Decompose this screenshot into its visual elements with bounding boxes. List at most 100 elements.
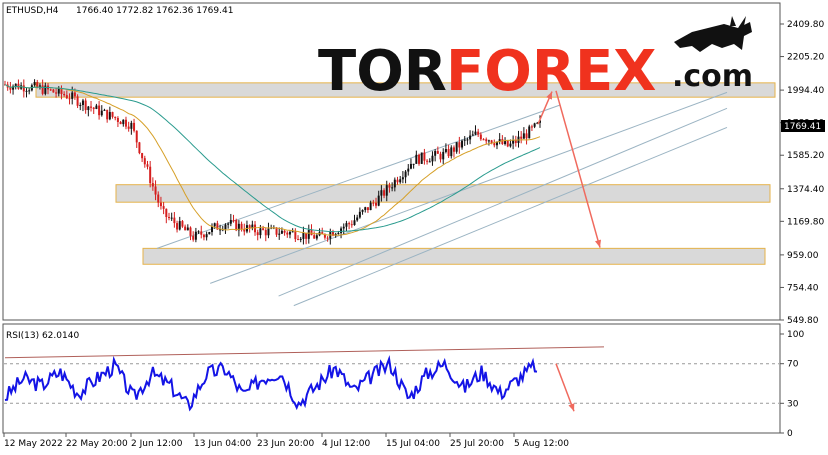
candle-body xyxy=(291,231,294,233)
candle-body xyxy=(178,221,181,230)
candle-body xyxy=(375,202,378,206)
candle-body xyxy=(286,232,289,235)
candle-body xyxy=(219,229,222,231)
candle-body xyxy=(533,123,536,127)
candle-body xyxy=(313,235,316,239)
candle-body xyxy=(358,211,361,218)
candle-body xyxy=(251,224,254,229)
candle-body xyxy=(418,154,421,164)
candle-body xyxy=(393,179,396,188)
candle-body xyxy=(87,106,90,111)
time-tick-label: 2 Jun 12:00 xyxy=(131,439,183,449)
candle-body xyxy=(396,179,399,183)
candle-body xyxy=(12,86,15,90)
zone xyxy=(115,184,771,203)
candle-body xyxy=(237,223,240,231)
candle-body xyxy=(267,228,270,236)
candle-body xyxy=(528,126,531,139)
price-tick-label: 1994.40 xyxy=(787,86,824,96)
time-tick-label: 13 Jun 04:00 xyxy=(194,439,251,449)
candle-body xyxy=(337,233,340,235)
candle-body xyxy=(409,163,412,169)
candle-body xyxy=(455,142,458,152)
candle-body xyxy=(95,105,98,109)
bull-icon xyxy=(674,16,752,52)
candle-body xyxy=(280,230,283,234)
candle-body xyxy=(124,119,127,127)
candle-body xyxy=(506,140,509,147)
candle-body xyxy=(76,96,79,106)
price-panel xyxy=(2,2,781,321)
candle-body xyxy=(116,118,119,122)
price-axis: 2409.802205.201994.401789.801585.201374.… xyxy=(780,20,824,326)
candle-body xyxy=(17,83,20,89)
candle-body xyxy=(213,223,216,227)
channel-line xyxy=(156,104,560,249)
candle-body xyxy=(92,107,95,109)
candle-body xyxy=(205,234,208,238)
candle-body xyxy=(127,126,130,129)
candle-body xyxy=(504,140,507,144)
zone xyxy=(142,247,766,265)
price-tick-label: 959.00 xyxy=(787,251,819,261)
candle-body xyxy=(44,85,47,94)
forecast-arrows xyxy=(537,90,602,248)
candle-body xyxy=(227,223,230,225)
candle-body xyxy=(189,227,192,236)
candle-body xyxy=(369,202,372,211)
candle-body xyxy=(103,109,106,111)
candle-body xyxy=(512,140,515,144)
candle-body xyxy=(364,207,367,210)
logo-dotcom: .com xyxy=(672,59,753,94)
candle-body xyxy=(211,226,214,233)
candle-body xyxy=(412,163,415,165)
candle-body xyxy=(474,131,477,135)
candle-body xyxy=(391,187,394,189)
candle-body xyxy=(377,195,380,206)
candle-body xyxy=(305,232,308,239)
candle-body xyxy=(522,133,525,139)
zone xyxy=(35,82,776,98)
price-tick-label: 1585.20 xyxy=(787,151,824,161)
candle-body xyxy=(323,234,326,238)
candle-body xyxy=(493,143,496,146)
price-tick-label: 2409.80 xyxy=(787,20,824,30)
candle-body xyxy=(133,122,136,131)
candle-body xyxy=(57,88,60,94)
candle-body xyxy=(450,147,453,157)
candle-body xyxy=(399,179,402,183)
candle-body xyxy=(495,141,498,146)
candle-body xyxy=(302,232,305,239)
price-tick-label: 549.80 xyxy=(787,316,819,326)
candle-body xyxy=(315,235,318,239)
candle-body xyxy=(167,217,170,219)
candle-body xyxy=(28,90,31,92)
candle-body xyxy=(439,153,442,160)
candle-body xyxy=(138,142,141,154)
price-tick-label: 1374.40 xyxy=(787,185,824,195)
candle-body xyxy=(353,220,356,226)
candle-body xyxy=(485,139,488,142)
candle-body xyxy=(487,140,490,142)
candle-body xyxy=(388,185,391,188)
candle-body xyxy=(248,225,251,229)
candle-body xyxy=(461,140,464,148)
rsi-panel xyxy=(2,323,781,434)
candle-body xyxy=(232,219,235,221)
candle-body xyxy=(275,227,278,235)
candle-body xyxy=(479,134,482,140)
time-tick-label: 15 Jul 04:00 xyxy=(386,439,440,449)
candle-body xyxy=(208,232,211,235)
candle-body xyxy=(262,228,265,230)
candle-body xyxy=(52,89,55,93)
channel-lines xyxy=(156,91,728,307)
time-axis: 12 May 2022 22 May 20:00 2 Jun 12:00 13 Jun… xyxy=(3,433,569,449)
candle-body xyxy=(442,151,445,160)
rsi-arrow xyxy=(555,363,575,412)
candle-body xyxy=(466,139,469,141)
candle-body xyxy=(420,152,423,164)
candle-body xyxy=(283,230,286,233)
time-tick-label: 12 May 2022 xyxy=(4,439,63,449)
candle-body xyxy=(216,223,219,230)
